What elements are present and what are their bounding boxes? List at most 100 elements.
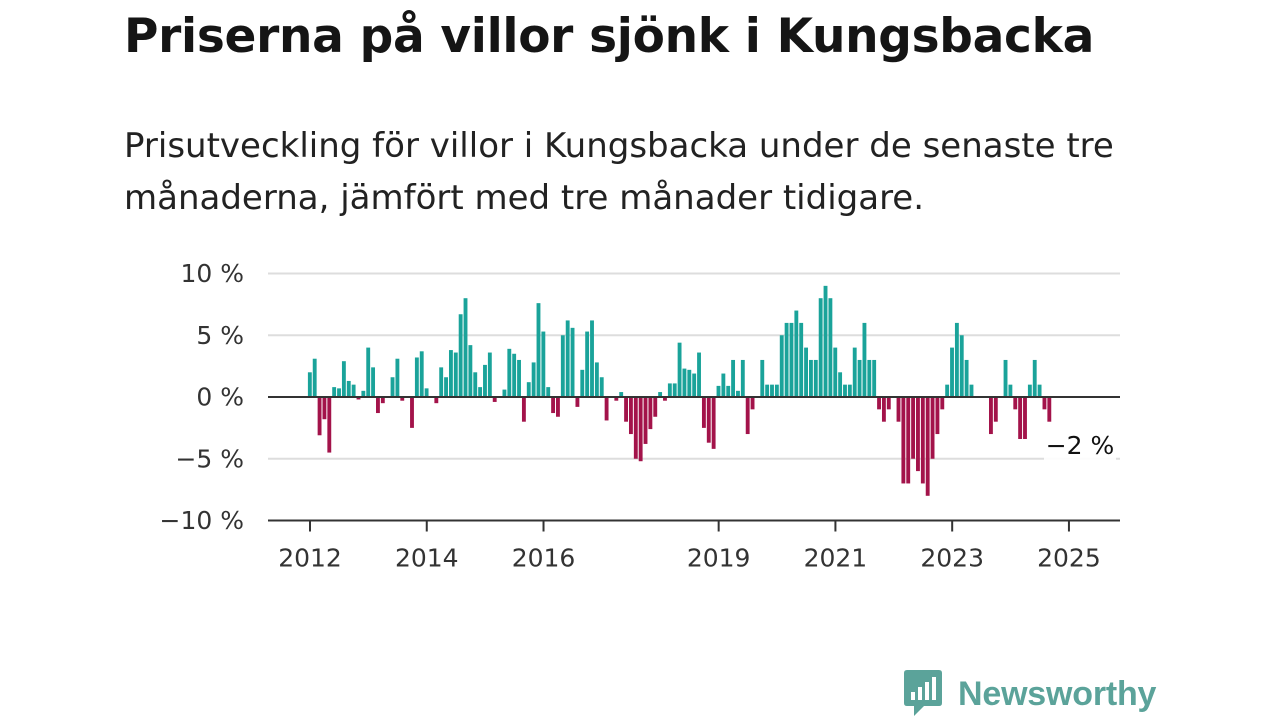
bar-positive xyxy=(804,347,808,397)
bar-negative xyxy=(916,397,920,472)
bar-negative xyxy=(906,397,911,484)
bar-positive xyxy=(828,298,833,397)
bar-positive xyxy=(565,320,570,397)
x-tick-label: 2012 xyxy=(278,544,342,573)
bar-positive xyxy=(1037,384,1042,397)
x-tick-label: 2014 xyxy=(395,544,459,573)
bar-positive xyxy=(366,347,371,397)
bar-positive xyxy=(784,322,789,397)
bar-positive xyxy=(478,387,483,397)
bar-positive xyxy=(950,347,954,397)
bar-positive xyxy=(1027,384,1032,397)
bar-positive xyxy=(346,380,351,397)
bar-positive xyxy=(473,372,478,397)
y-tick-label: 10 % xyxy=(180,259,244,288)
bar-negative xyxy=(745,397,750,435)
bar-positive xyxy=(1008,384,1013,397)
bar-positive xyxy=(619,392,624,397)
bar-positive xyxy=(736,390,740,397)
bar-positive xyxy=(448,350,453,397)
bar-positive xyxy=(341,361,346,397)
bar-negative xyxy=(410,397,414,428)
bar-positive xyxy=(526,382,531,397)
bar-positive xyxy=(867,359,872,397)
bar-positive xyxy=(969,384,974,397)
y-tick-label: −5 % xyxy=(175,444,244,473)
bar-positive xyxy=(1032,359,1037,397)
bar-positive xyxy=(580,369,585,397)
bar-positive xyxy=(726,385,731,397)
bar-positive xyxy=(312,358,317,397)
bar-positive xyxy=(687,369,692,397)
bar-negative xyxy=(638,397,643,462)
bar-positive xyxy=(667,383,672,398)
bar-positive xyxy=(424,388,429,397)
bar-positive xyxy=(585,331,590,397)
bar-negative xyxy=(633,397,638,459)
bar-negative xyxy=(935,397,940,435)
bar-positive xyxy=(390,377,395,397)
bar-positive xyxy=(351,384,356,397)
bar-positive xyxy=(809,359,813,397)
bar-negative xyxy=(434,397,439,404)
bar-positive xyxy=(458,314,463,397)
bar-positive xyxy=(468,345,473,397)
bar-positive xyxy=(677,342,682,397)
bar-positive xyxy=(307,372,312,397)
bar-positive xyxy=(502,389,507,397)
bar-positive xyxy=(847,384,852,397)
brand-logo: Newsworthy xyxy=(902,669,1156,719)
bar-negative xyxy=(648,397,653,430)
bar-positive xyxy=(672,383,677,398)
bar-positive xyxy=(453,352,458,397)
y-tick-label: 0 % xyxy=(196,383,244,412)
bar-positive xyxy=(813,359,818,397)
bar-positive xyxy=(794,310,799,397)
bar-negative xyxy=(750,397,755,410)
chart-subtitle: Prisutveckling för villor i Kungsbacka u… xyxy=(124,126,1114,218)
bar-positive xyxy=(546,387,551,397)
bar-negative xyxy=(614,397,619,401)
bar-negative xyxy=(706,397,711,443)
bar-positive xyxy=(395,358,400,397)
bar-positive xyxy=(463,298,468,397)
bar-negative xyxy=(551,397,556,414)
bar-negative xyxy=(653,397,658,417)
bar-positive xyxy=(721,373,726,397)
brand-name: Newsworthy xyxy=(958,674,1157,713)
annotation-background xyxy=(1044,429,1116,462)
bar-positive xyxy=(414,357,419,397)
bar-positive xyxy=(857,359,862,397)
bar-positive xyxy=(570,327,575,397)
bar-positive xyxy=(517,359,521,397)
bar-positive xyxy=(444,377,448,397)
bar-positive xyxy=(590,320,594,397)
bar-positive xyxy=(838,372,843,397)
bar-negative xyxy=(1042,397,1047,410)
bar-negative xyxy=(989,397,993,435)
bar-positive xyxy=(959,335,964,397)
x-tick-label: 2019 xyxy=(687,544,751,573)
bar-positive xyxy=(818,298,823,397)
bar-negative xyxy=(940,397,945,410)
bar-positive xyxy=(682,368,687,397)
bar-positive xyxy=(740,359,745,397)
bar-negative xyxy=(400,397,405,401)
bar-positive xyxy=(594,362,599,397)
y-tick-label: 5 % xyxy=(196,321,244,350)
bar-positive xyxy=(731,359,736,397)
bar-negative xyxy=(1023,397,1027,439)
bar-positive xyxy=(779,335,784,397)
bar-positive xyxy=(332,387,337,397)
bar-positive xyxy=(716,385,721,397)
bar-negative xyxy=(886,397,891,410)
bar-positive xyxy=(541,331,546,397)
bar-negative xyxy=(711,397,716,449)
bar-positive xyxy=(536,303,541,397)
bar-positive xyxy=(852,347,857,397)
bar-negative xyxy=(920,397,925,484)
bar-negative xyxy=(896,397,901,422)
bar-negative xyxy=(930,397,935,459)
bar-positive xyxy=(361,390,366,397)
bar-negative xyxy=(643,397,648,444)
